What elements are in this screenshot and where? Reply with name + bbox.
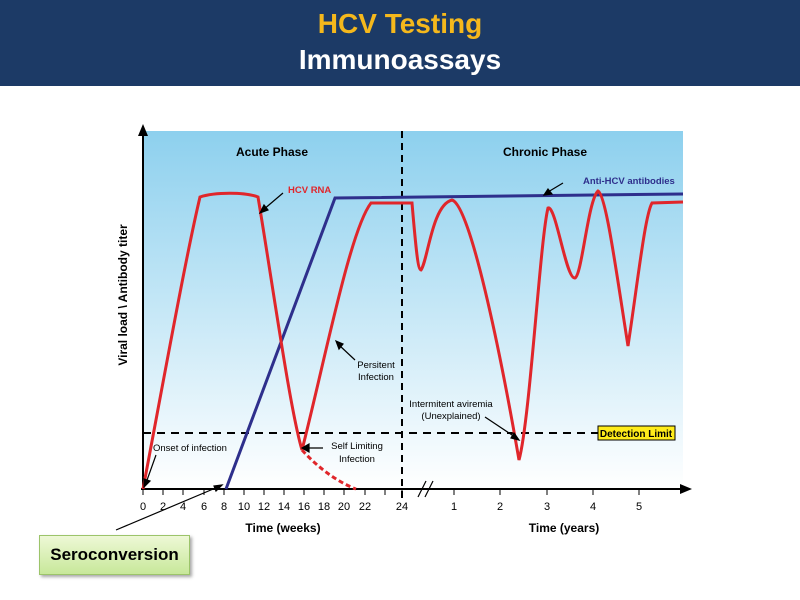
year-tick-label: 5 (636, 501, 642, 513)
week-tick-label: 6 (201, 501, 207, 513)
week-tick-label: 24 (396, 501, 408, 513)
axis-break-mark (417, 480, 427, 498)
hcv-rna-persistent-curve (300, 189, 684, 461)
anti-hcv-antibody-curve (224, 192, 684, 490)
week-tick-label: 0 (140, 501, 146, 513)
anti-hcv-antibodies-label: Anti-HCV antibodies (583, 176, 675, 187)
self-limiting-label-line1: Self Limiting (331, 441, 383, 452)
week-tick-label: 20 (338, 501, 350, 513)
week-tick-label: 22 (359, 501, 371, 513)
persistent-infection-label-line1: Persitent (357, 360, 395, 371)
persistent-infection-label-line2: Infection (358, 372, 394, 383)
hcv-rna-acute-curve (141, 191, 304, 490)
detection-limit-label: Detection Limit (600, 429, 673, 440)
slide-subtitle: Immunoassays (298, 44, 502, 75)
week-tick-label: 4 (180, 501, 186, 513)
week-tick-label: 8 (221, 501, 227, 513)
acute-phase-label: Acute Phase (236, 145, 308, 159)
title-banner: HCV Testing Immunoassays (0, 0, 800, 86)
plot-background (143, 131, 683, 489)
week-tick-label: 2 (160, 501, 166, 513)
aviremia-label-line1: Intermitent aviremia (409, 399, 493, 410)
year-tick-label: 4 (590, 501, 596, 513)
week-tick-label: 14 (278, 501, 290, 513)
week-tick-label: 18 (318, 501, 330, 513)
x-axis-title-weeks: Time (weeks) (245, 521, 320, 535)
week-tick-label: 12 (258, 501, 270, 513)
year-tick-label: 3 (544, 501, 550, 513)
slide-title: HCV Testing (317, 8, 483, 39)
week-tick-label: 10 (238, 501, 250, 513)
self-limiting-label-line2: Infection (339, 454, 375, 465)
annotation-arrows (115, 182, 564, 531)
x-axis-arrow (680, 484, 692, 494)
week-tick-label: 16 (298, 501, 310, 513)
year-ticks (453, 489, 640, 495)
year-tick-label: 2 (497, 501, 503, 513)
y-axis-title: Viral load \ Antibody titer (116, 224, 130, 366)
axis-break-mark (424, 480, 434, 498)
hcv-rna-label: HCV RNA (288, 185, 331, 196)
y-axis-arrow (138, 124, 148, 136)
aviremia-label-line2: (Unexplained) (421, 411, 480, 422)
year-tick-label: 1 (451, 501, 457, 513)
detection-limit-badge (597, 425, 676, 441)
week-ticks (142, 489, 403, 495)
chronic-phase-label: Chronic Phase (503, 145, 587, 159)
x-axis-title-years: Time (years) (529, 521, 599, 535)
seroconversion-callout: Seroconversion (39, 535, 190, 575)
onset-of-infection-label: Onset of infection (153, 443, 227, 454)
